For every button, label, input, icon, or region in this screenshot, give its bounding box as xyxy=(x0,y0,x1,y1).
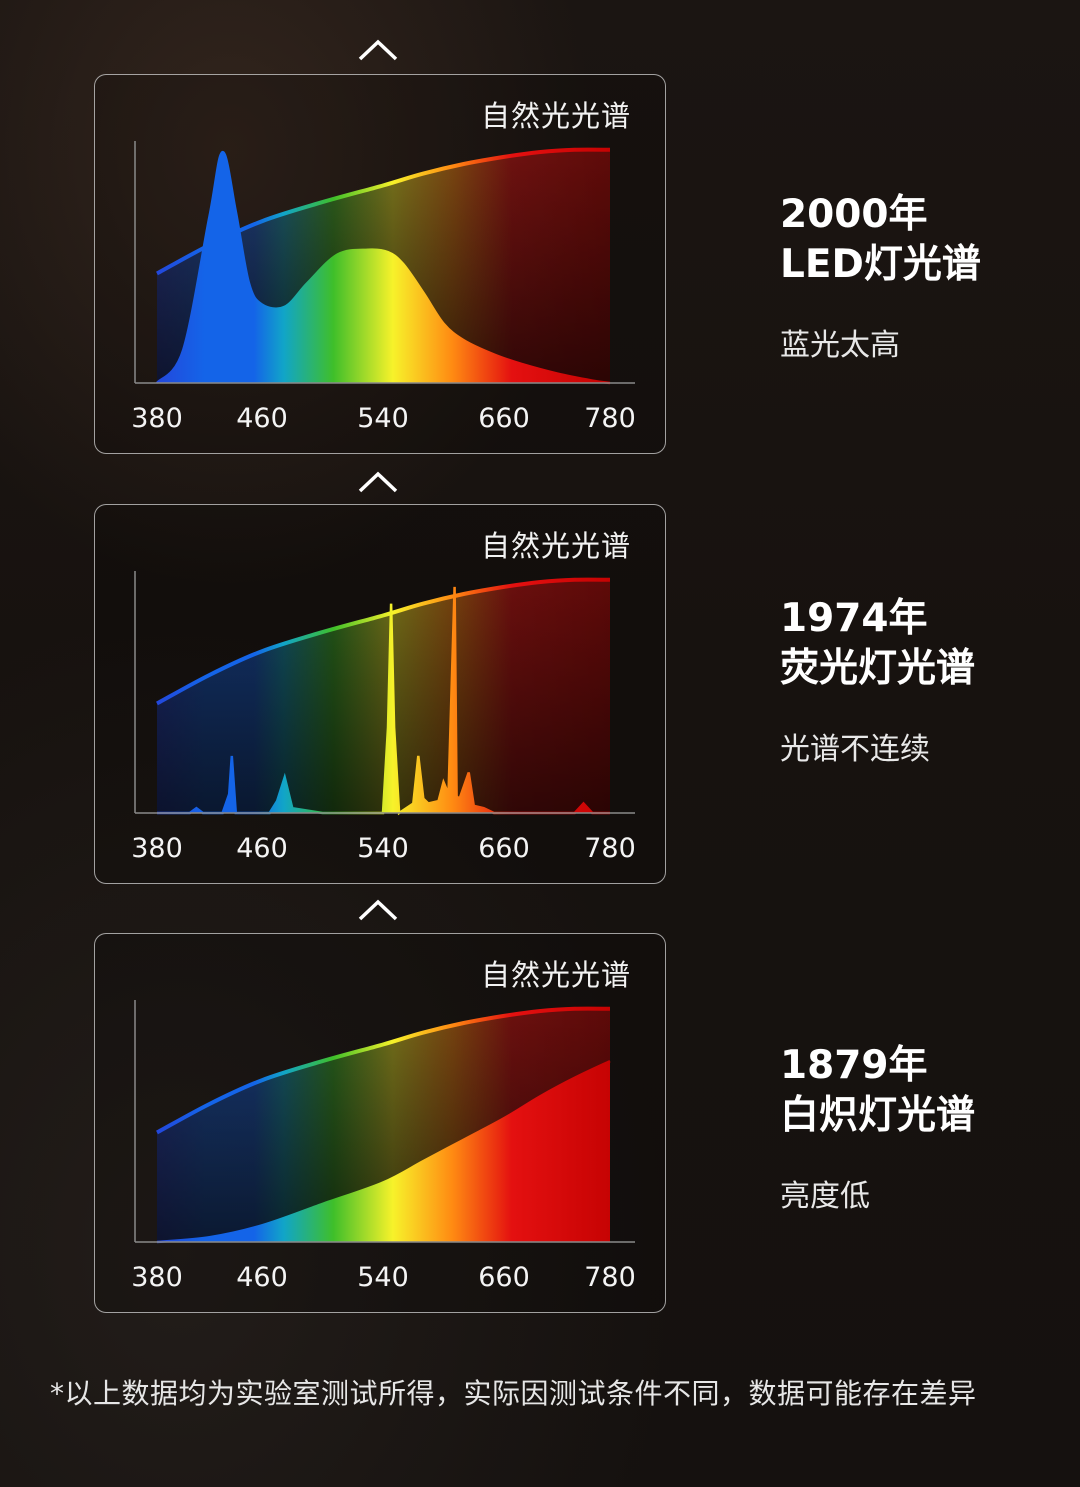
x-tick-label: 660 xyxy=(478,403,530,434)
natural-light-label: 自然光光谱 xyxy=(480,99,631,133)
natural-light-line xyxy=(156,577,611,706)
x-tick-label: 780 xyxy=(584,403,636,434)
chevron-up-icon xyxy=(357,898,399,922)
lamp-spectrum-line xyxy=(156,1059,611,1244)
lamp-spectrum-area xyxy=(157,1061,610,1242)
x-tick-label: 380 xyxy=(131,403,183,434)
spectrum-plot xyxy=(134,1000,635,1244)
x-tick-label: 380 xyxy=(131,1262,183,1293)
caption-year: 1879年 xyxy=(780,1043,928,1088)
natural-light-label: 自然光光谱 xyxy=(480,958,631,992)
natural-light-shade xyxy=(157,579,610,813)
led-caption: 2000年 LED灯光谱 蓝光太高 xyxy=(780,190,981,364)
caption-description: 亮度低 xyxy=(780,1179,870,1214)
lamp-spectrum-line xyxy=(157,586,610,816)
incandescent-spectrum-panel: 自然光光谱 380 460 540 660 780 xyxy=(94,933,666,1313)
x-tick-label: 540 xyxy=(357,833,409,864)
caption-title: 白炽灯光谱 xyxy=(780,1093,976,1138)
spectrum-plot xyxy=(134,571,635,816)
lamp-spectrum-area xyxy=(157,152,610,383)
fluorescent-caption: 1974年 荧光灯光谱 光谱不连续 xyxy=(780,594,975,768)
lamp-spectrum-line xyxy=(156,150,611,385)
caption-description: 蓝光太高 xyxy=(780,328,900,363)
fluorescent-spectrum-panel: 自然光光谱 380 460 540 660 780 xyxy=(94,504,666,884)
x-tick-label: 780 xyxy=(584,833,636,864)
caption-year: 1974年 xyxy=(780,596,928,641)
natural-light-line xyxy=(156,1006,611,1135)
x-tick-label: 380 xyxy=(131,833,183,864)
caption-title: 荧光灯光谱 xyxy=(780,646,976,691)
caption-description: 光谱不连续 xyxy=(780,732,930,767)
x-tick-label: 460 xyxy=(236,833,288,864)
chevron-up-icon xyxy=(357,38,399,62)
natural-light-label: 自然光光谱 xyxy=(480,529,631,563)
x-tick-label: 460 xyxy=(236,1262,288,1293)
footnote: *以上数据均为实验室测试所得，实际因测试条件不同，数据可能存在差异 xyxy=(50,1377,977,1410)
x-tick-label: 780 xyxy=(584,1262,636,1293)
spectrum-plot xyxy=(134,141,635,385)
led-spectrum-panel: 自然光光谱 380 460 540 660 780 xyxy=(94,74,666,454)
x-tick-label: 540 xyxy=(357,403,409,434)
x-tick-label: 660 xyxy=(478,833,530,864)
x-tick-label: 460 xyxy=(236,403,288,434)
incandescent-caption: 1879年 白炽灯光谱 亮度低 xyxy=(780,1041,975,1215)
caption-title: LED灯光谱 xyxy=(780,242,981,287)
chevron-up-icon xyxy=(357,470,399,494)
x-tick-label: 660 xyxy=(478,1262,530,1293)
caption-year: 2000年 xyxy=(780,192,928,237)
natural-light-line xyxy=(156,147,611,276)
x-tick-label: 540 xyxy=(357,1262,409,1293)
